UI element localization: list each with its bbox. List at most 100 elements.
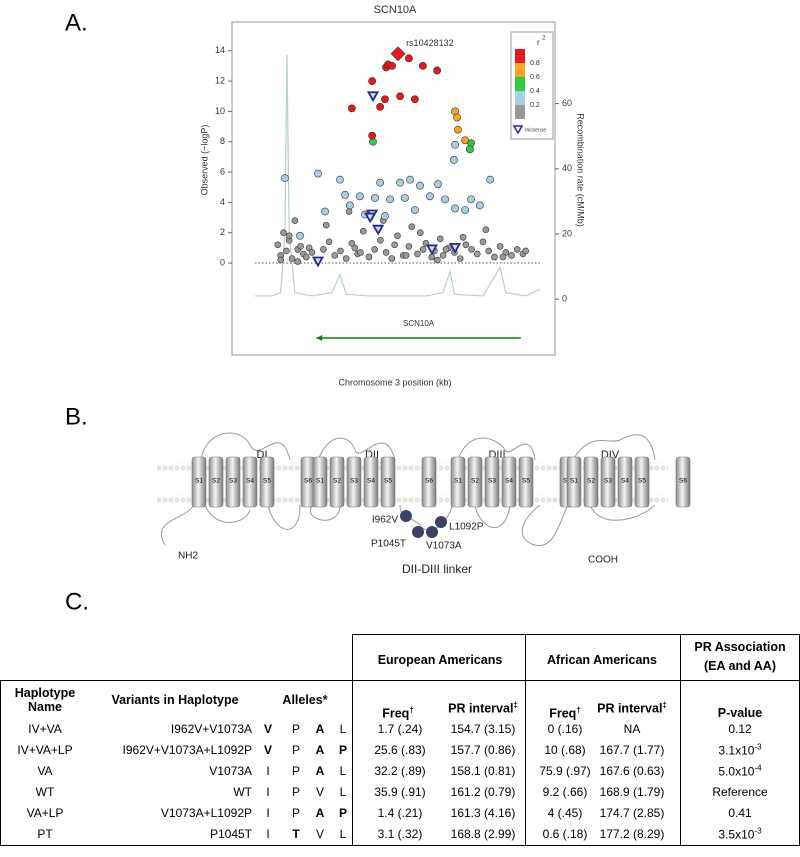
colorbar-bin <box>515 63 525 77</box>
snp-point <box>302 253 310 261</box>
snp-point <box>453 113 461 122</box>
snp-point <box>426 192 434 201</box>
snp-point <box>434 180 442 189</box>
table-cell: 3.1 (.32) <box>377 827 423 841</box>
y-tick-label: 4 <box>220 197 225 207</box>
segment-label: S3 <box>604 478 612 485</box>
snp-point <box>277 256 284 264</box>
snp-point <box>475 201 484 210</box>
helix <box>259 456 275 508</box>
gene-arrow-head <box>316 335 323 341</box>
snp-point <box>285 232 293 240</box>
segment-label: S5 <box>638 478 646 485</box>
snp-point <box>410 95 419 104</box>
table-cell: 167.7 (1.77) <box>599 743 665 757</box>
table-cell: Freq† <box>382 705 414 720</box>
table-cell: V <box>315 785 325 799</box>
y2-tick-label: 0 <box>562 294 567 304</box>
snp-point <box>442 246 450 253</box>
segment-label: S1 <box>454 478 462 485</box>
legend-title: r <box>537 38 540 47</box>
table-cell: 1.4 (.21) <box>377 806 423 820</box>
legend-box <box>510 31 554 140</box>
colorbar-tick-label: 0.8 <box>530 60 540 67</box>
snp-point <box>468 246 475 253</box>
table-cell: P <box>291 743 301 757</box>
snp-point <box>394 232 401 240</box>
table-cell: 157.7 (0.86) <box>450 743 516 757</box>
snp-point <box>462 241 470 249</box>
colorbar-tick-label: 0.6 <box>530 74 540 81</box>
snp-point <box>381 212 389 220</box>
segment-label: S5 <box>384 478 392 485</box>
snp-point <box>404 54 413 63</box>
table-cell: 177.2 (8.29) <box>599 827 665 841</box>
mutation-label: P1045T <box>371 539 406 550</box>
segment-label: S2 <box>212 478 220 485</box>
snp-point <box>499 253 507 261</box>
table-cell: P <box>291 806 301 820</box>
colorbar-tick-label: 0.2 <box>530 102 540 109</box>
snp-point <box>381 95 389 104</box>
snp-point <box>428 253 436 261</box>
segment-label: S2 <box>333 478 341 485</box>
table-cell: 174.7 (2.85) <box>599 806 665 820</box>
helix <box>191 456 207 508</box>
table-cell: L <box>339 827 347 841</box>
snp-point <box>439 252 447 259</box>
snp-point <box>434 256 441 264</box>
mutation-site <box>412 526 424 538</box>
mutation-label: V1073A <box>426 541 462 552</box>
helix <box>421 456 437 508</box>
snp-point <box>451 140 459 149</box>
table-cell: 0.12 <box>728 722 751 736</box>
cell-text: Freq <box>549 706 577 721</box>
mutation-site <box>400 510 412 522</box>
table-cell: A <box>315 743 325 757</box>
snp-point <box>320 246 327 253</box>
helix <box>675 456 691 508</box>
y2-tick-label: 40 <box>562 163 572 173</box>
snp-point <box>456 255 464 262</box>
missense-marker <box>425 244 439 256</box>
snp-point <box>377 237 384 244</box>
snp-point <box>368 131 377 140</box>
snp-point <box>376 102 385 111</box>
table-cell: T <box>292 827 300 841</box>
table-cell: P <box>291 722 301 736</box>
snp-point <box>418 62 427 70</box>
segment-label: S5 <box>263 478 271 485</box>
table-cell: VA <box>37 764 53 778</box>
helix <box>208 456 224 508</box>
segment-label: S2 <box>471 478 479 485</box>
table-cell: 3.1x10-3 <box>718 743 761 758</box>
colorbar-bin <box>515 91 525 105</box>
table-cell: 4 (.45) <box>547 806 583 820</box>
missense-marker <box>364 212 377 224</box>
table-cell: 1.7 (.24) <box>377 722 423 736</box>
table-cell: IV+VA+LP <box>17 743 73 757</box>
y-tick-label: 12 <box>215 75 225 85</box>
snp-point <box>331 252 339 259</box>
cell-sup: -3 <box>754 826 762 836</box>
table-cell: P1045T <box>209 827 252 841</box>
table-cell: 154.7 (3.15) <box>450 722 516 736</box>
helix <box>518 456 534 508</box>
table-rule <box>0 680 800 681</box>
cell-text: PR interval <box>597 701 663 716</box>
table-cell: Freq† <box>549 705 581 720</box>
segment-label: S5 <box>522 478 530 485</box>
table-rule <box>352 634 353 846</box>
snp-point <box>402 252 410 259</box>
cell-sup: † <box>409 705 414 715</box>
snp-point <box>294 258 302 265</box>
snp-point <box>355 192 364 201</box>
table-cell: 158.1 (0.81) <box>450 764 516 778</box>
table-cell: PR interval‡ <box>597 700 667 715</box>
table-cell: 161.3 (4.16) <box>450 806 516 820</box>
snp-point <box>296 231 304 240</box>
helix <box>380 456 396 508</box>
snp-point <box>459 233 467 241</box>
table-cell: VA+LP <box>26 806 64 820</box>
helix <box>617 456 633 508</box>
